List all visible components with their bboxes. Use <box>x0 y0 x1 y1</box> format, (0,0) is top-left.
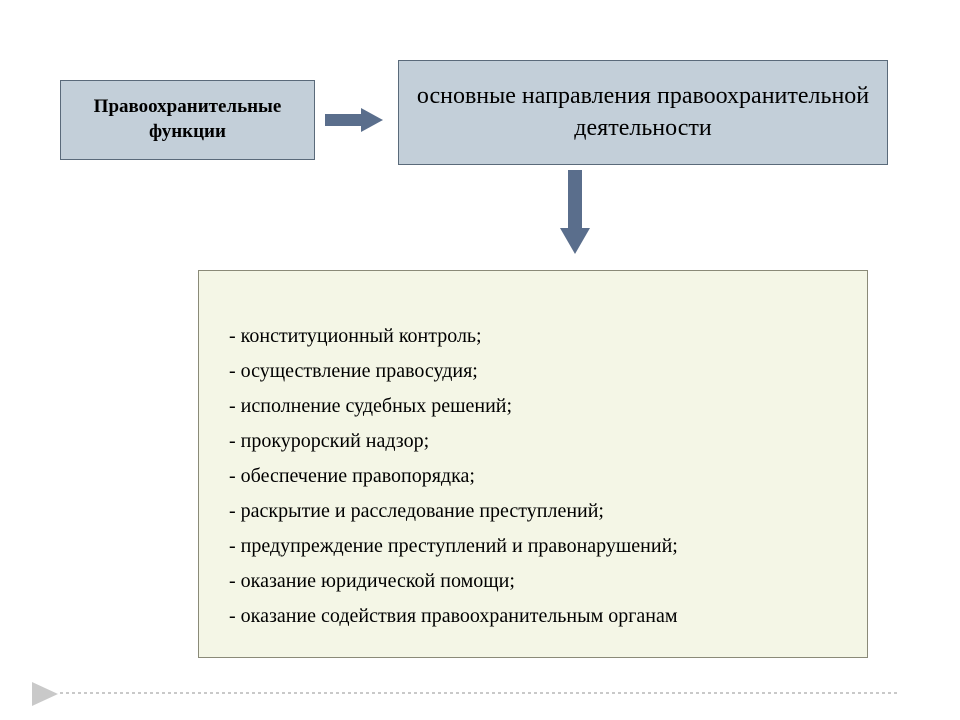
left-title-box: Правоохранительные функции <box>60 80 315 160</box>
functions-list-box: - конституционный контроль; - осуществле… <box>198 270 868 658</box>
list-item: - раскрытие и расследование преступлений… <box>229 494 839 529</box>
list-item: - оказание содействия правоохранительным… <box>229 599 839 634</box>
left-title-text: Правоохранительные функции <box>61 95 314 144</box>
list-item: - предупреждение преступлений и правонар… <box>229 529 839 564</box>
slide-marker-icon <box>32 682 58 706</box>
arrow-right-icon <box>325 108 385 132</box>
list-item: - прокурорский надзор; <box>229 424 839 459</box>
list-item: - конституционный контроль; <box>229 319 839 354</box>
list-item: - оказание юридической помощи; <box>229 564 839 599</box>
list-item: - обеспечение правопорядка; <box>229 459 839 494</box>
right-title-box: основные направления правоохранительной … <box>398 60 888 165</box>
footer-divider <box>60 692 900 694</box>
arrow-down-icon <box>560 170 590 260</box>
list-item: - осуществление правосудия; <box>229 354 839 389</box>
list-item: - исполнение судебных решений; <box>229 389 839 424</box>
right-title-text: основные направления правоохранительной … <box>413 81 873 143</box>
